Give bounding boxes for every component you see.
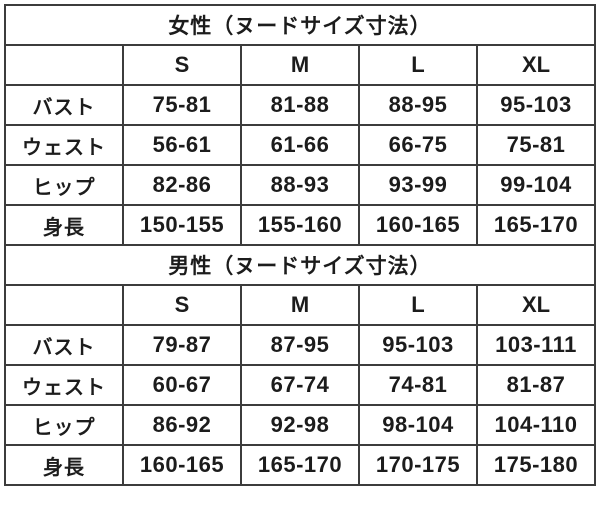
men-size-header-l: L: [358, 284, 478, 326]
men-waist-l: 74-81: [358, 364, 478, 406]
men-hip-row: ヒップ 86-92 92-98 98-104 104-110: [4, 404, 596, 446]
women-size-header-m: M: [240, 44, 360, 86]
men-size-header-s: S: [122, 284, 242, 326]
women-height-m: 155-160: [240, 204, 360, 246]
men-bust-l: 95-103: [358, 324, 478, 366]
women-bust-row: バスト 75-81 81-88 88-95 95-103: [4, 84, 596, 126]
women-hip-xl: 99-104: [476, 164, 596, 206]
men-hip-m: 92-98: [240, 404, 360, 446]
women-section-title-row: 女性（ヌードサイズ寸法）: [4, 4, 596, 46]
women-size-header-xl: XL: [476, 44, 596, 86]
women-bust-s: 75-81: [122, 84, 242, 126]
men-bust-m: 87-95: [240, 324, 360, 366]
women-height-row: 身長 150-155 155-160 160-165 165-170: [4, 204, 596, 246]
men-size-header-row: S M L XL: [4, 284, 596, 326]
women-size-header-s: S: [122, 44, 242, 86]
men-corner-cell: [4, 284, 124, 326]
men-bust-s: 79-87: [122, 324, 242, 366]
women-hip-m: 88-93: [240, 164, 360, 206]
women-waist-row: ウェスト 56-61 61-66 66-75 75-81: [4, 124, 596, 166]
row-label-height: 身長: [4, 204, 124, 246]
men-height-l: 170-175: [358, 444, 478, 486]
women-waist-xl: 75-81: [476, 124, 596, 166]
women-waist-m: 61-66: [240, 124, 360, 166]
men-height-m: 165-170: [240, 444, 360, 486]
men-bust-row: バスト 79-87 87-95 95-103 103-111: [4, 324, 596, 366]
women-bust-m: 81-88: [240, 84, 360, 126]
men-height-s: 160-165: [122, 444, 242, 486]
row-label-bust: バスト: [4, 324, 124, 366]
men-hip-xl: 104-110: [476, 404, 596, 446]
women-waist-l: 66-75: [358, 124, 478, 166]
men-height-row: 身長 160-165 165-170 170-175 175-180: [4, 444, 596, 486]
women-bust-xl: 95-103: [476, 84, 596, 126]
men-section-title: 男性（ヌードサイズ寸法）: [4, 244, 596, 286]
women-height-xl: 165-170: [476, 204, 596, 246]
women-height-l: 160-165: [358, 204, 478, 246]
women-section-title: 女性（ヌードサイズ寸法）: [4, 4, 596, 46]
women-hip-row: ヒップ 82-86 88-93 93-99 99-104: [4, 164, 596, 206]
women-waist-s: 56-61: [122, 124, 242, 166]
men-size-header-m: M: [240, 284, 360, 326]
row-label-hip: ヒップ: [4, 164, 124, 206]
women-height-s: 150-155: [122, 204, 242, 246]
row-label-bust: バスト: [4, 84, 124, 126]
men-section-title-row: 男性（ヌードサイズ寸法）: [4, 244, 596, 286]
women-hip-s: 82-86: [122, 164, 242, 206]
size-chart: 女性（ヌードサイズ寸法） S M L XL バスト 75-81 81-88 88…: [4, 4, 596, 486]
men-waist-xl: 81-87: [476, 364, 596, 406]
men-hip-l: 98-104: [358, 404, 478, 446]
women-bust-l: 88-95: [358, 84, 478, 126]
women-hip-l: 93-99: [358, 164, 478, 206]
women-size-header-l: L: [358, 44, 478, 86]
row-label-waist: ウェスト: [4, 364, 124, 406]
row-label-hip: ヒップ: [4, 404, 124, 446]
men-bust-xl: 103-111: [476, 324, 596, 366]
men-waist-s: 60-67: [122, 364, 242, 406]
size-table: 女性（ヌードサイズ寸法） S M L XL バスト 75-81 81-88 88…: [4, 4, 596, 486]
men-height-xl: 175-180: [476, 444, 596, 486]
men-hip-s: 86-92: [122, 404, 242, 446]
row-label-height: 身長: [4, 444, 124, 486]
women-size-header-row: S M L XL: [4, 44, 596, 86]
men-waist-m: 67-74: [240, 364, 360, 406]
women-corner-cell: [4, 44, 124, 86]
men-waist-row: ウェスト 60-67 67-74 74-81 81-87: [4, 364, 596, 406]
men-size-header-xl: XL: [476, 284, 596, 326]
row-label-waist: ウェスト: [4, 124, 124, 166]
